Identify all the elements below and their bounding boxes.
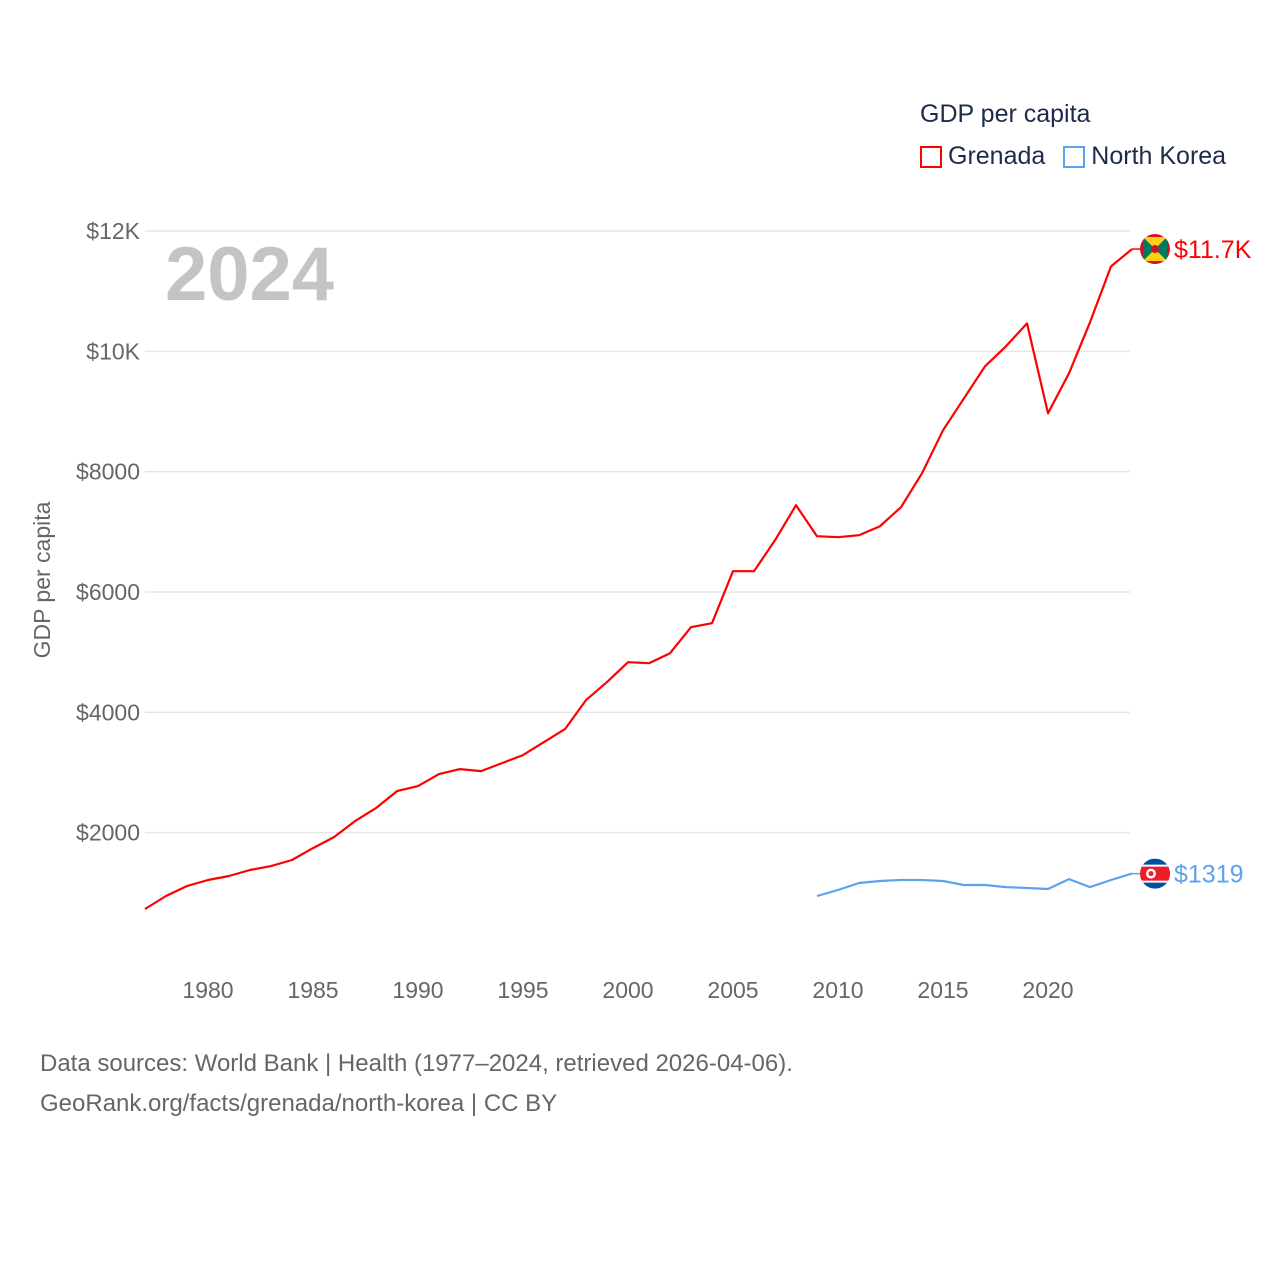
- y-tick-label: $2000: [76, 820, 140, 846]
- y-axis-label: GDP per capita: [29, 501, 55, 658]
- x-tick-label: 1995: [497, 977, 548, 1003]
- x-tick-label: 2020: [1022, 977, 1073, 1003]
- x-tick-label: 1990: [392, 977, 443, 1003]
- footer: Data sources: World Bank | Health (1977–…: [40, 1044, 793, 1124]
- credit-link[interactable]: GeoRank.org/facts/grenada/north-korea | …: [40, 1090, 558, 1117]
- series-line-grenada: [144, 248, 1133, 910]
- year-watermark: 2024: [165, 232, 334, 317]
- legend-label: Grenada: [948, 142, 1046, 170]
- x-tick-label: 2005: [707, 977, 758, 1003]
- x-tick-label: 2000: [602, 977, 653, 1003]
- end-value-label: $1319: [1174, 861, 1244, 889]
- y-tick-label: $6000: [76, 579, 140, 605]
- legend-swatch-grenada: [920, 145, 942, 168]
- grenada-flag-icon: [1140, 234, 1170, 265]
- x-tick-label: 1980: [182, 977, 233, 1003]
- y-tick-label: $12K: [86, 218, 140, 244]
- legend-item-grenada[interactable]: Grenada: [920, 142, 1045, 171]
- x-axis-ticks: 1980 1985 1990 1995 2000 2005 2010 2015 2020: [182, 977, 1073, 1003]
- data-sources: Data sources: World Bank | Health (1977–…: [40, 1050, 793, 1077]
- x-tick-label: 1985: [287, 977, 338, 1003]
- x-tick-label: 2010: [812, 977, 863, 1003]
- x-tick-label: 2015: [917, 977, 968, 1003]
- end-value-label: $11.7K: [1174, 236, 1252, 264]
- series-line-north-korea: [816, 872, 1133, 898]
- gridlines: [145, 230, 1130, 834]
- y-tick-label: $8000: [76, 459, 140, 485]
- y-tick-label: $4000: [76, 699, 140, 725]
- north-korea-flag-icon: [1140, 858, 1170, 889]
- legend-label: North Korea: [1091, 142, 1227, 170]
- y-tick-label: $10K: [86, 338, 140, 364]
- legend-item-north-korea[interactable]: North Korea: [1063, 142, 1226, 171]
- legend: Grenada North Korea: [920, 142, 1226, 171]
- legend-title: GDP per capita: [920, 100, 1091, 128]
- y-axis-ticks: $2000 $4000 $6000 $8000 $10K $12K: [76, 218, 141, 846]
- legend-swatch-north-korea: [1063, 145, 1086, 168]
